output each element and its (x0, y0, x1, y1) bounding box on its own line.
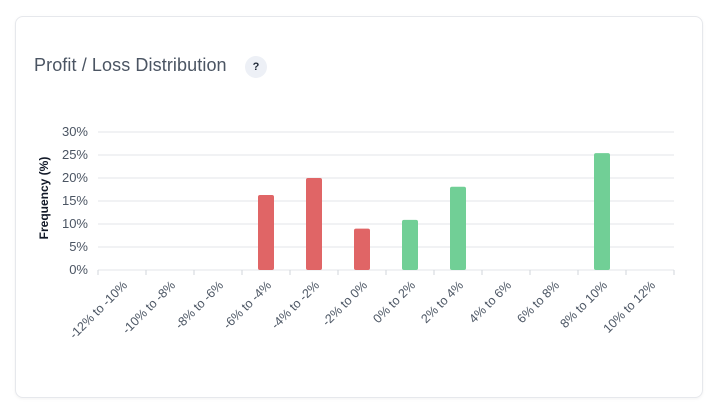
x-tick-label: -6% to -4% (220, 278, 274, 332)
x-axis: -12% to -10%-10% to -8%-8% to -6%-6% to … (67, 270, 675, 342)
x-tick-label: 6% to 8% (514, 278, 562, 326)
y-tick-label: 25% (62, 147, 88, 162)
chart-title: Profit / Loss Distribution (34, 55, 227, 75)
y-tick-label: 15% (62, 193, 88, 208)
bar[interactable] (450, 186, 466, 270)
bar[interactable] (258, 195, 274, 270)
bar[interactable] (354, 228, 370, 270)
y-axis: 0% 5% 10% 15% 20% 25% 30% (62, 124, 88, 277)
x-tick-label: 4% to 6% (466, 278, 514, 326)
y-tick-label: 5% (69, 239, 88, 254)
y-tick-label: 0% (69, 262, 88, 277)
y-axis-label: Frequency (%) (37, 157, 51, 240)
bar[interactable] (306, 178, 322, 270)
x-tick-label: -8% to -6% (172, 278, 226, 332)
bar[interactable] (402, 219, 418, 270)
y-tick-label: 30% (62, 124, 88, 139)
bar[interactable] (594, 153, 610, 270)
y-tick-label: 10% (62, 216, 88, 231)
help-icon[interactable]: ? (245, 56, 267, 78)
x-tick-label: 2% to 4% (418, 278, 466, 326)
bars (258, 153, 610, 270)
gridlines (98, 131, 674, 271)
x-tick-label: 0% to 2% (370, 278, 418, 326)
y-tick-label: 20% (62, 170, 88, 185)
x-tick-label: -12% to -10% (67, 278, 130, 341)
x-tick-label: -4% to -2% (268, 278, 322, 332)
x-tick-label: -2% to 0% (319, 278, 370, 329)
chart-card: Profit / Loss Distribution ? (15, 16, 703, 398)
x-tick-label: 10% to 12% (601, 278, 659, 336)
